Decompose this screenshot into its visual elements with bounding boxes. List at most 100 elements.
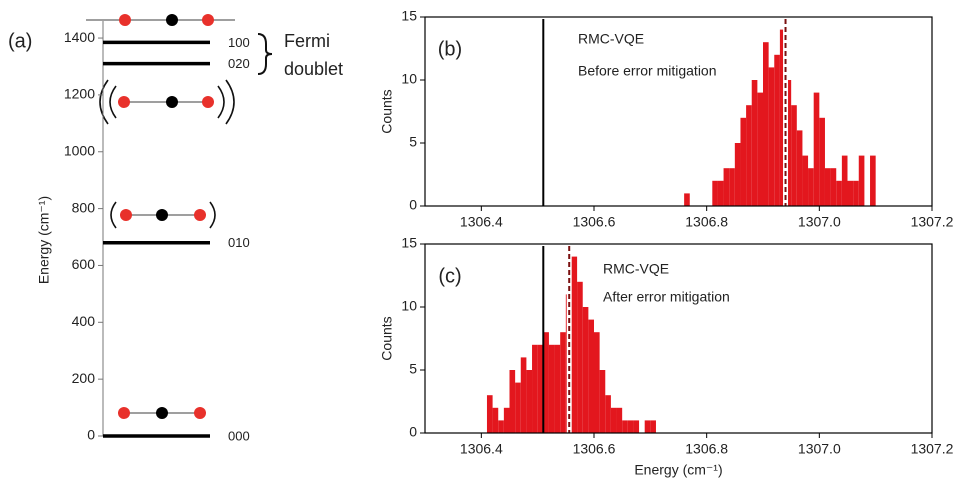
histogram-bar — [763, 42, 769, 207]
histogram-bar — [712, 180, 718, 206]
histogram-bar — [774, 54, 780, 206]
histogram-bar — [515, 382, 521, 433]
histogram-bar — [526, 370, 533, 433]
x-tick-label: 1307.0 — [798, 441, 841, 457]
x-tick-label: 1306.4 — [460, 214, 503, 230]
histogram-bar — [548, 344, 555, 433]
atom-c — [156, 209, 168, 221]
histogram-bar — [734, 143, 741, 206]
histogram-bar — [622, 420, 628, 433]
x-tick-label: 1306.4 — [460, 441, 503, 457]
histogram-bar — [492, 407, 499, 433]
histogram-bar — [729, 168, 735, 206]
annotation: RMC-VQE — [603, 261, 669, 277]
histogram-bar — [554, 344, 561, 433]
y-tick-label: 0 — [87, 427, 95, 443]
histogram-bar — [824, 168, 831, 206]
histogram-bar — [740, 117, 747, 206]
bend-arcs — [99, 79, 235, 125]
histogram-bar — [819, 117, 825, 206]
level-label: 020 — [228, 56, 250, 71]
histogram-bar — [785, 80, 792, 206]
x-tick-label: 1307.0 — [798, 214, 841, 230]
panel-label: (c) — [438, 265, 461, 287]
histogram-bar — [802, 155, 809, 206]
histogram-bar — [768, 67, 775, 207]
histogram-bar — [616, 407, 623, 433]
panel-label: (b) — [438, 38, 462, 60]
x-tick-label: 1306.8 — [685, 441, 728, 457]
x-tick-label: 1307.2 — [911, 441, 954, 457]
level-label: 100 — [228, 35, 250, 50]
y-tick-label: 0 — [409, 197, 417, 213]
x-tick-label: 1307.2 — [911, 214, 954, 230]
histogram-bar — [644, 420, 651, 433]
atom-o — [118, 96, 130, 108]
level-label: 000 — [228, 428, 250, 443]
histogram-bar — [858, 155, 865, 206]
y-tick-label: 600 — [72, 256, 96, 272]
brace — [257, 33, 273, 75]
histogram-bar — [509, 370, 516, 433]
y-axis-label: Counts — [379, 89, 395, 133]
y-tick-label: 5 — [409, 134, 417, 150]
histogram-bar — [498, 420, 504, 433]
histogram-bar — [571, 256, 578, 433]
atom-o — [120, 209, 132, 221]
histogram-bar — [486, 395, 493, 433]
annotation: Before error mitigation — [578, 63, 717, 79]
level-label: 010 — [228, 235, 250, 250]
panel-label: (a) — [8, 30, 32, 52]
histogram-bar — [717, 180, 724, 206]
histogram-bar — [808, 168, 814, 206]
atom-o — [119, 14, 131, 26]
histogram-bar — [841, 155, 848, 206]
histogram-bar — [751, 80, 758, 206]
atom-c — [166, 96, 178, 108]
histogram-bar — [853, 180, 859, 206]
bend-arcs — [110, 201, 216, 229]
atom-o — [194, 407, 206, 419]
y-tick-label: 5 — [409, 361, 417, 377]
y-axis-label: Energy (cm⁻¹) — [36, 196, 52, 284]
histogram-bar — [503, 407, 510, 433]
histogram-bar — [650, 420, 656, 433]
histogram-bar — [610, 407, 617, 433]
histogram-bar — [813, 92, 820, 206]
annotation: doublet — [284, 59, 343, 79]
y-tick-label: 200 — [72, 370, 96, 386]
histogram-bar — [830, 168, 837, 206]
atom-o — [202, 96, 214, 108]
histogram-bar — [757, 92, 763, 206]
plot-frame — [424, 243, 933, 434]
histogram-bar — [532, 344, 538, 433]
histogram-bar — [836, 180, 842, 206]
histogram-bar — [537, 344, 544, 433]
x-tick-label: 1306.8 — [685, 214, 728, 230]
annotation: Fermi — [284, 31, 330, 51]
histogram-bar — [633, 420, 640, 433]
atom-o — [202, 14, 214, 26]
y-tick-label: 400 — [72, 313, 96, 329]
y-tick-label: 15 — [401, 8, 417, 24]
plot-frame — [424, 16, 933, 207]
y-axis-label: Counts — [379, 316, 395, 360]
y-tick-label: 1000 — [64, 142, 95, 158]
histogram-bar — [796, 130, 803, 206]
histogram-bar — [577, 281, 583, 433]
annotation: RMC-VQE — [578, 31, 644, 47]
histogram-bar — [847, 180, 854, 206]
y-tick-label: 0 — [409, 424, 417, 440]
y-tick-label: 10 — [401, 298, 417, 314]
histogram-bar — [520, 357, 527, 433]
x-tick-label: 1306.6 — [573, 441, 616, 457]
histogram-bar — [627, 420, 634, 433]
histogram-bar — [560, 332, 566, 433]
histogram-bar — [870, 155, 876, 206]
y-tick-label: 15 — [401, 235, 417, 251]
histogram-bar — [599, 370, 606, 433]
x-axis-label: Energy (cm⁻¹) — [634, 462, 722, 478]
atom-c — [166, 14, 178, 26]
